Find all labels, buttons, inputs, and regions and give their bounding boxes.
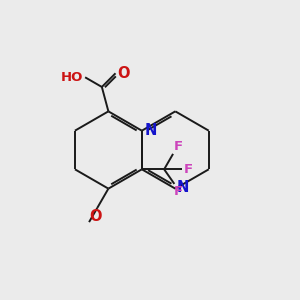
Text: F: F bbox=[184, 163, 193, 176]
Text: F: F bbox=[174, 140, 183, 153]
Text: O: O bbox=[117, 66, 130, 81]
Text: O: O bbox=[89, 209, 102, 224]
Text: N: N bbox=[177, 180, 189, 195]
Text: F: F bbox=[174, 185, 183, 198]
Text: HO: HO bbox=[61, 71, 83, 84]
Text: N: N bbox=[144, 123, 157, 138]
